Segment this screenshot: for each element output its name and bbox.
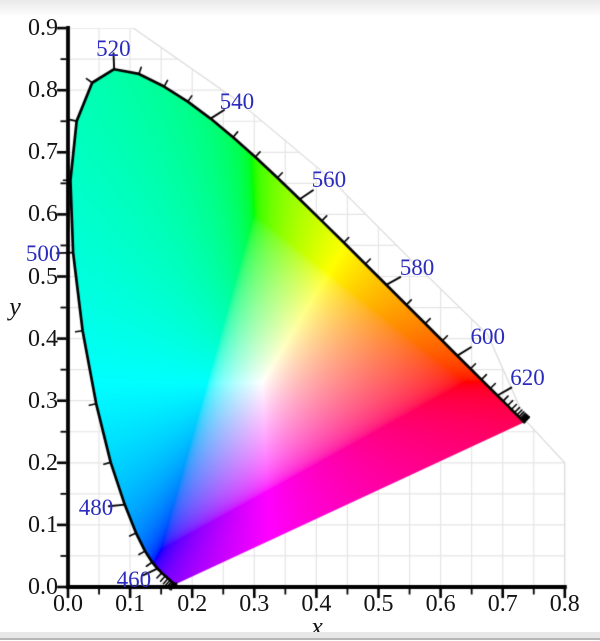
wavelength-label: 520 [96,35,131,61]
y-tick-label: 0.5 [28,263,58,290]
wavelength-label: 580 [399,254,435,280]
x-tick-label: 0.8 [549,591,580,617]
y-axis-title: y [9,292,21,321]
y-tick-label: 0.6 [28,201,58,228]
wavelength-label: 460 [116,566,152,592]
x-tick-label: 0.2 [177,591,208,617]
wavelength-label: 560 [311,166,347,192]
y-tick-label: 0.1 [28,511,58,538]
y-tick-label: 0.7 [28,139,58,166]
x-tick-label: 0.5 [363,591,394,617]
x-tick-label: 0.7 [487,591,518,617]
y-tick-label: 0.2 [28,449,58,476]
y-tick-label: 0.3 [28,387,58,414]
x-tick-label: 0.4 [301,591,332,617]
bottom-edge-strip [0,632,600,640]
y-tick-label: 0.4 [28,325,58,352]
wavelength-label: 500 [25,240,61,266]
wavelength-label: 620 [510,365,545,391]
y-tick-label: 0.0 [28,574,58,600]
wavelength-label: 600 [470,323,506,349]
wavelength-label: 540 [219,88,255,114]
x-tick-label: 0.0 [53,591,83,617]
x-axis-title: x [311,612,323,641]
wavelength-label: 480 [78,494,114,520]
x-tick-label: 0.6 [425,591,456,617]
x-tick-label: 0.1 [115,591,146,617]
x-tick-label: 0.3 [239,591,270,617]
y-tick-label: 0.9 [28,15,58,42]
y-tick-label: 0.8 [28,77,58,104]
